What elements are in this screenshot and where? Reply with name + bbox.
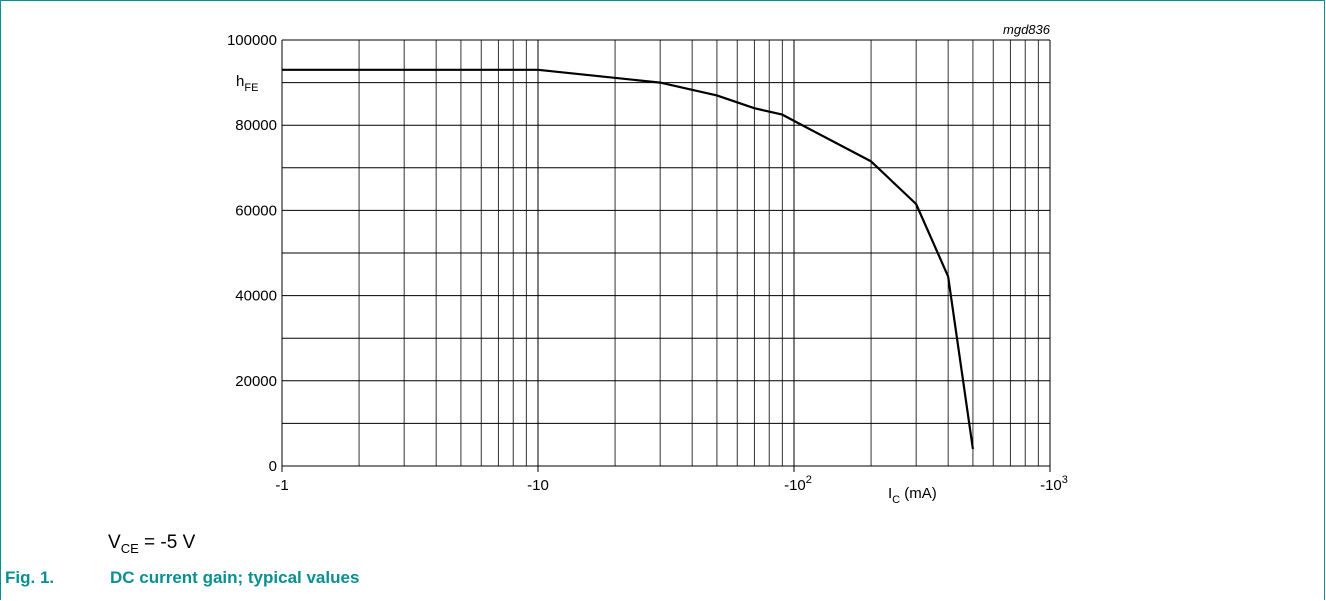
x-tick-label: -1 bbox=[275, 477, 288, 494]
y-tick-label: 0 bbox=[269, 458, 277, 475]
chart-series bbox=[282, 68, 974, 450]
x-axis-label-sub: C bbox=[892, 494, 900, 506]
y-axis-label-main: h bbox=[236, 73, 244, 90]
chart-axis-labels: hFE IC (mA) mgd836 bbox=[236, 22, 1051, 506]
condition-main: V bbox=[108, 532, 121, 553]
x-tick-label: -103 bbox=[1040, 474, 1068, 494]
chart-tick-labels: 0 20000 40000 60000 80000 100000 -1 -10 -102 -103 bbox=[227, 32, 1068, 494]
y-tick-label: 40000 bbox=[235, 288, 277, 305]
y-axis-label-sub: FE bbox=[244, 82, 258, 94]
y-tick-label: 80000 bbox=[235, 117, 277, 134]
series-line-0 bbox=[282, 68, 974, 450]
x-tick-label: -10 bbox=[527, 477, 549, 494]
y-tick-label: 100000 bbox=[227, 32, 277, 49]
condition-sub: CE bbox=[120, 540, 139, 556]
condition-note: VCE = -5 V bbox=[108, 532, 195, 556]
condition-rest: = -5 V bbox=[138, 532, 196, 553]
caption-number: Fig. 1. bbox=[5, 568, 55, 587]
x-tick-label: -102 bbox=[784, 474, 812, 494]
y-axis-label: hFE bbox=[236, 73, 258, 94]
x-axis-label-main: I bbox=[888, 485, 892, 502]
figure-caption: Fig. 1. DC current gain; typical values bbox=[5, 568, 359, 588]
figure-code: mgd836 bbox=[1003, 22, 1051, 37]
y-tick-label: 60000 bbox=[235, 202, 277, 219]
caption-title: DC current gain; typical values bbox=[110, 568, 360, 587]
chart-grid bbox=[281, 39, 1051, 472]
x-axis-label: IC (mA) bbox=[888, 485, 937, 506]
y-tick-label: 20000 bbox=[235, 373, 277, 390]
x-axis-label-unit: (mA) bbox=[900, 485, 937, 502]
